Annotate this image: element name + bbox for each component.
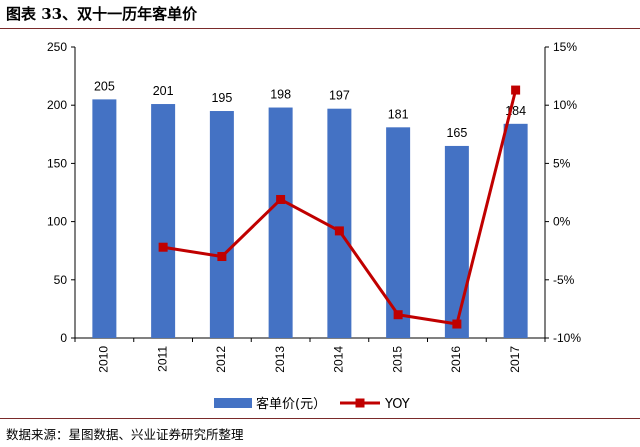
bar-data-label: 205 xyxy=(94,79,115,93)
source-note: 数据来源：星图数据、兴业证券研究所整理 xyxy=(6,427,244,442)
bar-data-label: 201 xyxy=(153,84,174,98)
bar xyxy=(386,127,411,338)
right-y-tick-label: 10% xyxy=(553,98,577,112)
x-tick-label: 2016 xyxy=(449,346,463,373)
right-y-tick-label: -10% xyxy=(553,331,581,345)
bar xyxy=(503,123,528,338)
x-tick-label: 2017 xyxy=(508,346,522,373)
left-y-tick-label: 100 xyxy=(47,215,67,229)
bar-data-label: 181 xyxy=(388,107,409,121)
source-rule xyxy=(0,418,640,419)
yoy-marker xyxy=(334,226,344,236)
right-y-tick-label: 5% xyxy=(553,156,571,170)
x-tick-label: 2010 xyxy=(97,346,111,373)
yoy-marker xyxy=(511,85,521,95)
x-tick-label: 2015 xyxy=(390,346,404,373)
x-tick-label: 2013 xyxy=(273,346,287,373)
left-y-tick-label: 200 xyxy=(47,98,67,112)
right-y-tick-label: 0% xyxy=(553,215,571,229)
bar-data-label: 165 xyxy=(446,126,467,140)
x-tick-label: 2014 xyxy=(332,346,346,373)
bar xyxy=(209,111,234,339)
figure-title: 图表 33、双十一历年客单价 xyxy=(6,5,198,23)
bar xyxy=(268,107,293,338)
yoy-marker xyxy=(452,319,462,329)
left-y-tick-label: 50 xyxy=(54,273,68,287)
bar xyxy=(151,104,176,338)
yoy-marker xyxy=(276,194,286,204)
yoy-marker xyxy=(393,310,403,320)
legend-line-label: YOY xyxy=(384,397,410,412)
right-y-tick-label: -5% xyxy=(553,273,575,287)
bar-data-label: 195 xyxy=(211,91,232,105)
legend-bar-swatch xyxy=(214,398,252,408)
title-rule xyxy=(0,28,640,29)
legend-bar-label: 客单价(元） xyxy=(256,396,326,412)
x-tick-label: 2012 xyxy=(214,346,228,373)
yoy-marker xyxy=(217,252,227,262)
bar xyxy=(92,99,117,338)
bar xyxy=(444,145,469,338)
bar-data-label: 197 xyxy=(329,89,350,103)
left-y-tick-label: 250 xyxy=(47,40,67,54)
legend-line-marker xyxy=(355,398,365,408)
right-y-tick-label: 15% xyxy=(553,40,577,54)
x-tick-label: 2011 xyxy=(155,346,169,372)
bar-data-label: 198 xyxy=(270,88,291,102)
left-y-tick-label: 0 xyxy=(60,331,67,345)
left-y-tick-label: 150 xyxy=(47,156,67,170)
yoy-marker xyxy=(158,242,168,252)
bar xyxy=(327,108,352,338)
